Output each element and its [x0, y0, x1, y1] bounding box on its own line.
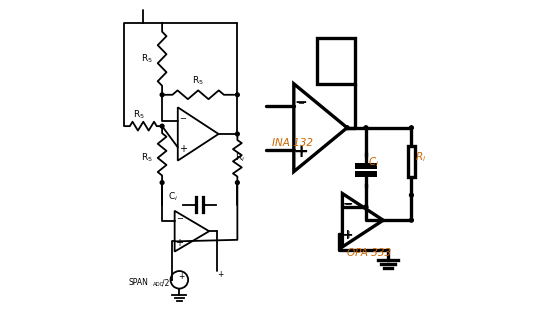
- Circle shape: [410, 126, 413, 129]
- Text: −: −: [175, 214, 183, 223]
- Circle shape: [364, 126, 368, 129]
- Text: +: +: [342, 228, 354, 243]
- Text: R$_5$: R$_5$: [133, 109, 145, 121]
- Text: +: +: [178, 272, 185, 281]
- Circle shape: [345, 126, 349, 129]
- Text: +: +: [218, 271, 224, 279]
- Circle shape: [235, 181, 239, 185]
- Text: C$_i$: C$_i$: [367, 155, 379, 169]
- Text: −: −: [294, 95, 307, 110]
- Text: R$_i$: R$_i$: [235, 151, 245, 164]
- Circle shape: [410, 218, 413, 222]
- Text: −: −: [343, 198, 353, 211]
- Text: /2: /2: [162, 278, 169, 288]
- Text: −: −: [344, 200, 351, 209]
- Circle shape: [235, 132, 239, 136]
- Text: +: +: [344, 230, 352, 240]
- Text: −: −: [297, 99, 304, 108]
- Circle shape: [235, 93, 239, 97]
- Text: R$_5$: R$_5$: [192, 74, 204, 87]
- Text: +: +: [179, 144, 187, 154]
- Text: +: +: [293, 143, 308, 161]
- Circle shape: [160, 93, 164, 97]
- Text: R$_5$: R$_5$: [140, 53, 152, 65]
- Circle shape: [160, 124, 164, 128]
- Text: +: +: [175, 238, 183, 248]
- Circle shape: [410, 193, 413, 197]
- Circle shape: [364, 205, 368, 209]
- Text: ADC: ADC: [153, 282, 164, 287]
- Circle shape: [160, 181, 164, 185]
- Text: −: −: [180, 114, 186, 123]
- Text: C$_i$: C$_i$: [168, 191, 178, 203]
- Text: SPAN: SPAN: [129, 278, 149, 288]
- Text: R$_i$: R$_i$: [415, 151, 426, 164]
- Text: OPA 333: OPA 333: [347, 248, 391, 258]
- Text: INA 132: INA 132: [272, 138, 313, 148]
- Text: +: +: [297, 146, 305, 156]
- Text: R$_5$: R$_5$: [140, 151, 152, 164]
